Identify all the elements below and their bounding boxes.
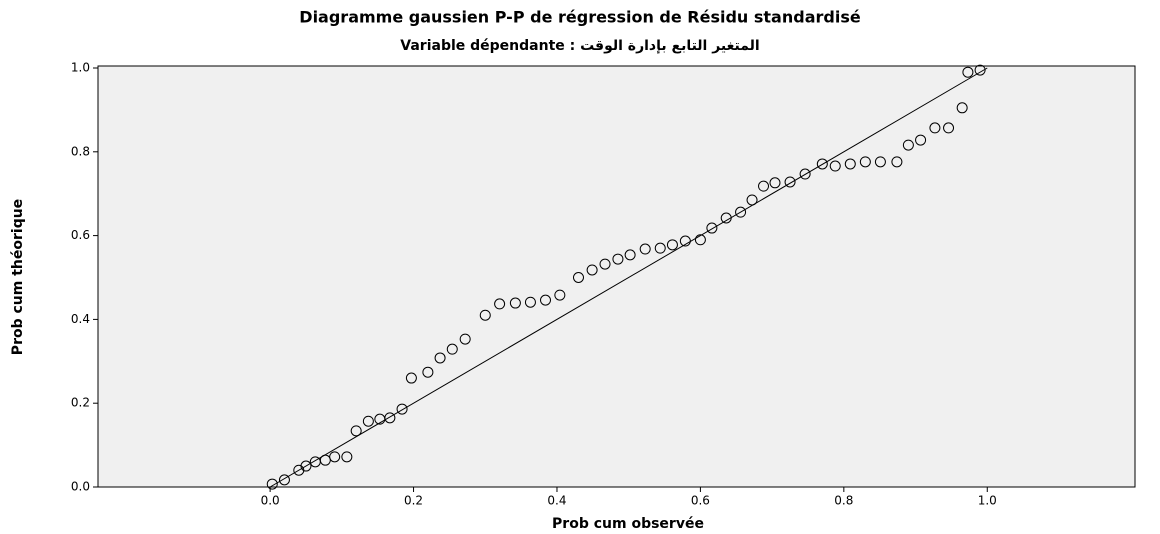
plot-area xyxy=(97,65,1136,488)
point xyxy=(874,156,886,168)
point xyxy=(494,298,506,310)
point xyxy=(599,258,611,270)
point xyxy=(384,412,396,424)
y-tick-label: 0.2 xyxy=(71,396,90,410)
point xyxy=(974,64,986,76)
y-tick-label: 0.6 xyxy=(71,228,90,242)
point xyxy=(816,158,828,170)
point xyxy=(350,425,362,437)
point xyxy=(666,239,678,251)
point xyxy=(396,403,408,415)
point xyxy=(459,333,471,345)
x-tick-label: 1.0 xyxy=(978,494,997,508)
point xyxy=(735,206,747,218)
point xyxy=(799,168,811,180)
point xyxy=(902,139,914,151)
x-tick-label: 0.0 xyxy=(261,494,280,508)
point xyxy=(554,289,566,301)
point xyxy=(769,177,781,189)
point xyxy=(694,234,706,246)
point xyxy=(654,242,666,254)
point xyxy=(746,194,758,206)
y-tick-label: 0.0 xyxy=(71,480,90,494)
point xyxy=(362,415,374,427)
point xyxy=(300,460,312,472)
point xyxy=(434,352,446,364)
y-tick-label: 0.4 xyxy=(71,312,90,326)
point xyxy=(829,160,841,172)
point xyxy=(524,296,536,308)
point xyxy=(859,156,871,168)
point xyxy=(329,451,341,463)
y-tick-label: 1.0 xyxy=(71,61,90,75)
point xyxy=(446,343,458,355)
point xyxy=(405,372,417,384)
point xyxy=(586,264,598,276)
point xyxy=(720,212,732,224)
reference-line xyxy=(269,67,988,488)
point xyxy=(422,366,434,378)
x-axis-label: Prob cum observée xyxy=(552,516,704,532)
point xyxy=(758,180,770,192)
chart-title: Diagramme gaussien P-P de régression de … xyxy=(299,8,861,27)
x-tick-label: 0.8 xyxy=(834,494,853,508)
y-tick-label: 0.8 xyxy=(71,144,90,158)
point xyxy=(943,122,955,134)
point xyxy=(266,478,278,490)
point xyxy=(929,122,941,134)
point xyxy=(341,451,353,463)
x-tick-label: 0.6 xyxy=(691,494,710,508)
chart-subtitle: Variable dépendante : المتغير التابع بإد… xyxy=(400,38,759,54)
point xyxy=(479,309,491,321)
point xyxy=(915,134,927,146)
x-tick-label: 0.4 xyxy=(547,494,566,508)
point xyxy=(962,66,974,78)
point xyxy=(679,235,691,247)
x-tick-label: 0.2 xyxy=(404,494,423,508)
point xyxy=(572,272,584,283)
y-axis-label: Prob cum théorique xyxy=(10,199,26,355)
point xyxy=(639,243,651,255)
point xyxy=(706,222,718,234)
point xyxy=(844,158,856,170)
point xyxy=(612,253,624,265)
point xyxy=(624,249,636,261)
point xyxy=(891,156,903,168)
point xyxy=(509,297,521,309)
point xyxy=(278,474,290,486)
point xyxy=(540,294,552,306)
point xyxy=(784,176,796,188)
point xyxy=(956,102,968,114)
